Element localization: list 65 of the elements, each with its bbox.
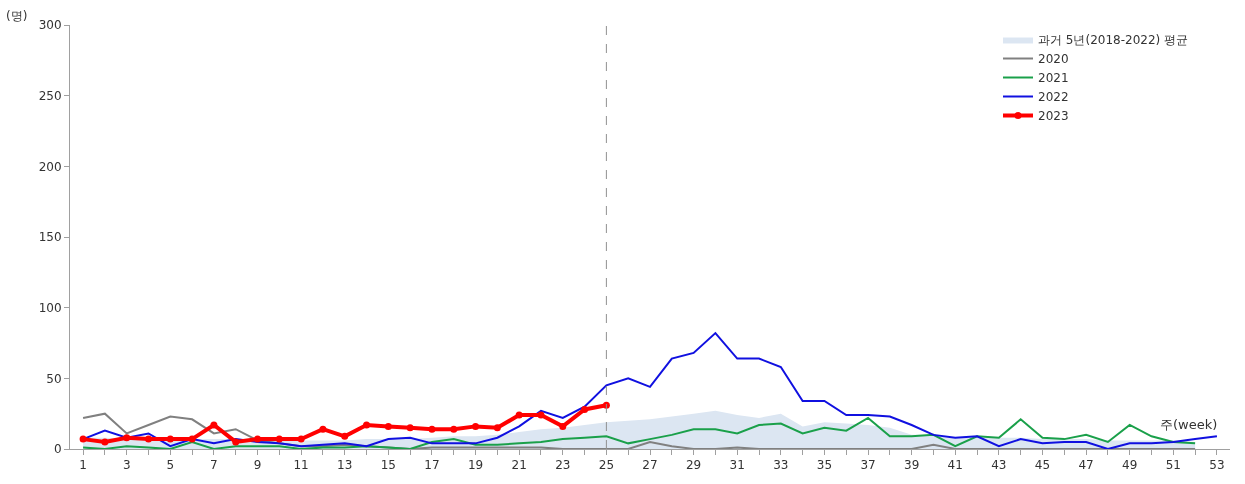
x-tick-label: 51	[1165, 458, 1181, 473]
x-tick-label: 17	[424, 458, 440, 473]
point	[123, 434, 131, 442]
y-tick-label: 250	[38, 88, 62, 103]
point	[384, 422, 392, 430]
y-axis-title: (명)	[6, 9, 28, 23]
y-tick-label: 0	[53, 442, 62, 457]
point	[537, 411, 545, 419]
x-tick-label: 37	[860, 458, 876, 473]
point	[210, 421, 218, 429]
legend-label: 2023	[1038, 109, 1069, 124]
point	[254, 435, 262, 443]
y-tick-label: 150	[38, 230, 62, 245]
point	[406, 424, 414, 432]
y-tick-label: 200	[38, 159, 62, 174]
point	[188, 435, 196, 443]
point	[450, 425, 458, 433]
point	[297, 435, 305, 443]
x-tick-label: 49	[1122, 458, 1138, 473]
point	[472, 422, 480, 430]
y-tick-label: 50	[46, 371, 62, 386]
x-tick-label: 35	[816, 458, 833, 473]
x-tick-label: 9	[253, 458, 262, 473]
x-tick-label: 21	[511, 458, 527, 473]
point	[101, 438, 109, 446]
legend-label: 2022	[1038, 90, 1069, 105]
point	[559, 422, 567, 430]
x-tick-label: 31	[729, 458, 745, 473]
x-tick-label: 11	[293, 458, 309, 473]
legend-label: 2020	[1038, 52, 1069, 67]
point	[428, 425, 436, 433]
point	[319, 425, 327, 433]
x-tick-label: 7	[210, 458, 218, 473]
x-tick-label: 47	[1078, 458, 1094, 473]
x-tick-label: 3	[122, 458, 131, 473]
legend-label: 과거 5년(2018-2022) 평균	[1038, 33, 1189, 48]
point	[145, 435, 152, 443]
point	[232, 438, 240, 446]
x-tick-label: 23	[555, 458, 571, 473]
x-tick-label: 27	[642, 458, 658, 473]
point	[79, 435, 87, 443]
x-tick-label: 45	[1034, 458, 1051, 473]
point	[341, 432, 349, 440]
point	[493, 424, 501, 432]
x-tick-label: 1	[79, 458, 87, 473]
x-axis-title: 주(week)	[1160, 417, 1218, 432]
x-tick-label: 43	[991, 458, 1007, 473]
point	[363, 421, 371, 429]
y-tick-label: 300	[38, 18, 62, 33]
x-tick-label: 41	[947, 458, 963, 473]
x-tick-label: 5	[166, 458, 175, 473]
x-tick-label: 25	[598, 458, 615, 473]
point	[515, 411, 523, 419]
point	[581, 405, 589, 413]
x-tick-label: 33	[773, 458, 789, 473]
x-tick-label: 19	[467, 458, 484, 473]
x-tick-label: 15	[380, 458, 396, 473]
x-tick-label: 53	[1209, 458, 1225, 473]
point	[166, 435, 174, 443]
x-tick-label: 29	[685, 458, 702, 473]
point	[275, 435, 283, 443]
x-tick-label: 13	[337, 458, 353, 473]
legend-label: 2021	[1038, 71, 1069, 86]
x-tick-label: 39	[904, 458, 920, 473]
y-tick-label: 100	[38, 300, 62, 315]
